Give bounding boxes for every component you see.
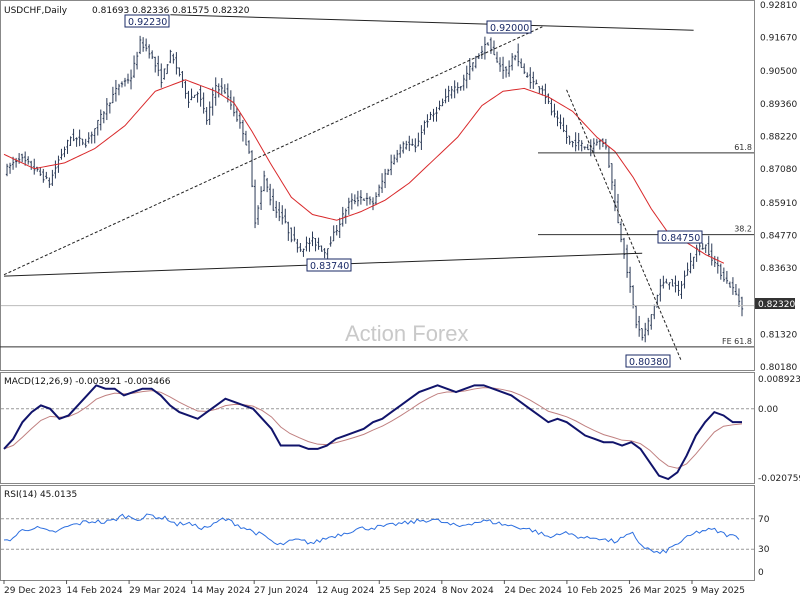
fib-level-label: 38.2 bbox=[734, 225, 752, 234]
price-callout-label: 0.92000 bbox=[490, 23, 529, 34]
current-price-tag: 0.82320 bbox=[758, 300, 795, 310]
current-price-tag-box bbox=[755, 298, 795, 309]
price-callout-box bbox=[124, 14, 170, 28]
price-callout-label: 0.84750 bbox=[661, 233, 700, 244]
price-callout-box bbox=[486, 20, 532, 34]
price-tick-label: 0.90500 bbox=[760, 67, 797, 77]
price-tick-label: 0.92810 bbox=[760, 1, 797, 11]
x-tick-label: 14 Feb 2024 bbox=[67, 586, 123, 596]
fib-levels-layer: 61.8 38.2 FE 61.8 bbox=[0, 143, 754, 348]
rsi-title: RSI(14) 45.0135 bbox=[4, 490, 77, 500]
price-series-layer bbox=[1, 35, 754, 343]
dashed-trendline bbox=[566, 89, 682, 362]
x-tick-label: 25 Sep 2024 bbox=[379, 586, 436, 596]
x-tick-label: 10 Feb 2025 bbox=[567, 586, 623, 596]
price-tick-label: 0.81320 bbox=[760, 330, 797, 340]
price-callout-label: 0.92230 bbox=[128, 17, 167, 28]
fib-level-label: 61.8 bbox=[734, 143, 752, 152]
moving-average-line bbox=[3, 79, 725, 264]
chart-header-ohlc: 0.81693 0.82336 0.81575 0.82320 bbox=[92, 6, 250, 16]
x-tick-label: 8 Nov 2024 bbox=[442, 586, 494, 596]
rsi-tick-label: 0 bbox=[758, 568, 764, 578]
price-tick-label: 0.83630 bbox=[760, 264, 797, 274]
price-callout-label: 0.83740 bbox=[310, 261, 349, 272]
price-callout-box bbox=[625, 354, 671, 368]
x-tick-label: 29 Mar 2024 bbox=[129, 586, 186, 596]
rsi-line bbox=[3, 513, 740, 555]
rsi-series-layer bbox=[1, 513, 754, 555]
x-tick-label: 26 Mar 2025 bbox=[629, 586, 686, 596]
chart-header-symbol: USDCHF,Daily bbox=[4, 6, 68, 16]
macd-title: MACD(12,26,9) -0.003921 -0.003466 bbox=[4, 377, 171, 387]
rsi-y-axis: 70 30 0 bbox=[758, 515, 770, 578]
price-tick-label: 0.91670 bbox=[760, 34, 797, 44]
x-tick-label: 14 May 2024 bbox=[192, 586, 251, 596]
price-callout-box bbox=[657, 230, 703, 244]
price-tick-label: 0.89360 bbox=[760, 100, 797, 110]
solid-trendline bbox=[170, 14, 694, 31]
watermark-text: Action Forex bbox=[345, 321, 469, 346]
callouts-layer: 0.92230 0.92000 0.84750 0.83740 0.80380 bbox=[124, 14, 703, 368]
macd-line bbox=[3, 384, 742, 481]
fib-level-label: FE 61.8 bbox=[722, 337, 752, 346]
price-panel bbox=[0, 0, 755, 371]
price-tick-label: 0.84770 bbox=[760, 231, 797, 241]
dashed-trendline bbox=[3, 26, 543, 276]
price-callout-box bbox=[306, 258, 352, 272]
price-tick-label: 0.88220 bbox=[760, 133, 797, 143]
price-tick-label: 0.80180 bbox=[760, 363, 797, 373]
macd-tick-label: -0.020759 bbox=[758, 474, 800, 484]
price-tick-label: 0.85910 bbox=[760, 199, 797, 209]
price-callout-label: 0.80380 bbox=[629, 357, 668, 368]
price-tick-label: 0.87080 bbox=[760, 165, 797, 175]
macd-tick-label: 0.00 bbox=[758, 405, 778, 415]
macd-y-axis: 0.008923 0.00 -0.020759 bbox=[758, 375, 800, 484]
x-tick-label: 29 Dec 2023 bbox=[4, 586, 62, 596]
rsi-panel bbox=[0, 485, 755, 581]
x-axis: 29 Dec 2023 14 Feb 2024 29 Mar 2024 14 May … bbox=[3, 580, 745, 596]
rsi-tick-label: 30 bbox=[758, 545, 770, 555]
x-tick-label: 9 May 2025 bbox=[692, 586, 745, 596]
price-y-axis: 0.92810 0.91670 0.90500 0.89360 0.88220 0.870… bbox=[760, 1, 797, 373]
x-tick-label: 24 Dec 2024 bbox=[504, 586, 562, 596]
macd-tick-label: 0.008923 bbox=[758, 375, 800, 385]
x-tick-label: 12 Aug 2024 bbox=[317, 586, 375, 596]
x-tick-label: 27 Jun 2024 bbox=[254, 586, 308, 596]
macd-series-layer bbox=[1, 384, 754, 481]
rsi-tick-label: 70 bbox=[758, 515, 770, 525]
